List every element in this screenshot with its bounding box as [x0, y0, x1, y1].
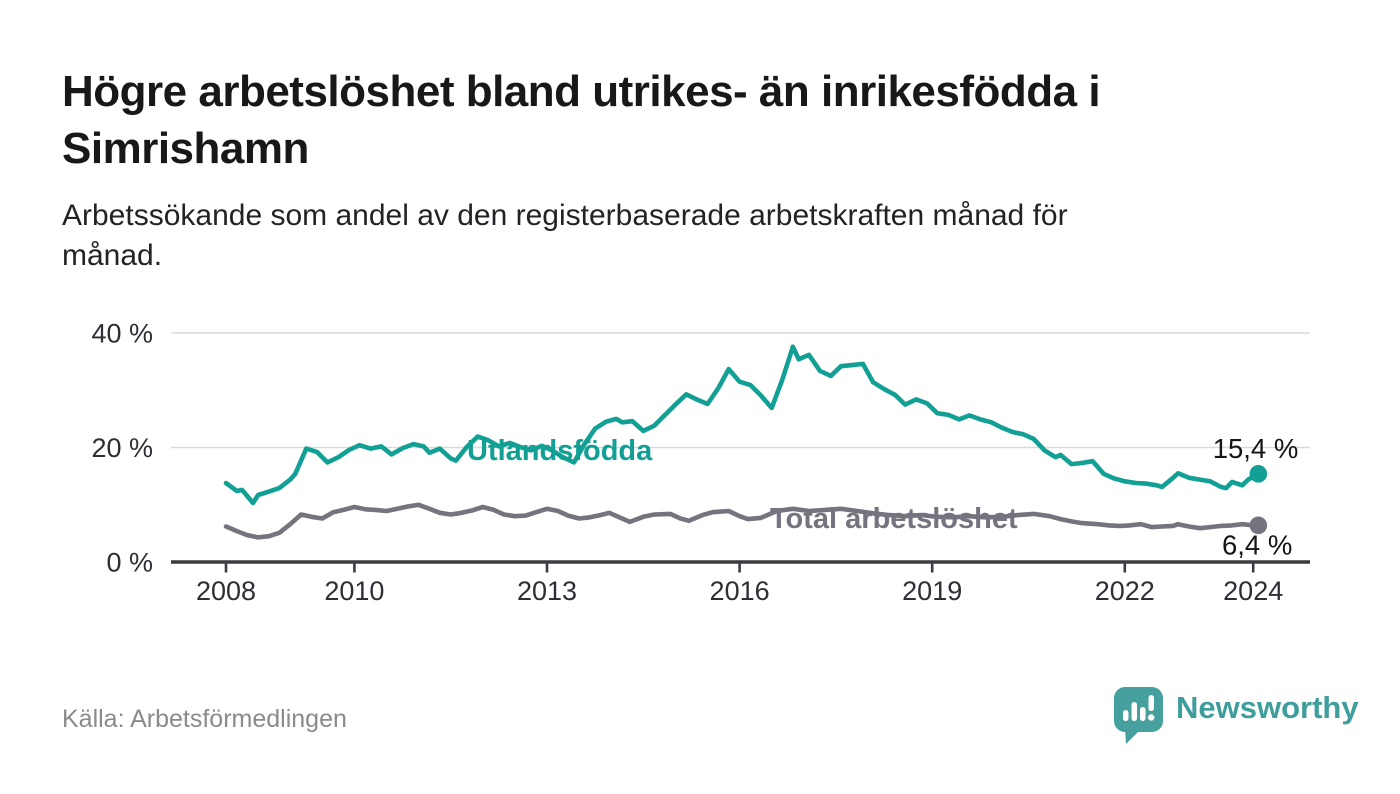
- y-axis-label: 40 %: [91, 319, 153, 349]
- x-axis-label: 2024: [1223, 576, 1283, 606]
- line-chart: 0 % 20 % 40 % 2008 2010 2013 2016 2019 2022 2024 U…: [91, 319, 1310, 606]
- title-line-2: Simrishamn: [62, 124, 309, 173]
- newsworthy-logo-icon: [1114, 687, 1163, 744]
- series-label-utlandsfodda: Utlandsfödda: [467, 435, 653, 467]
- x-axis-label: 2013: [517, 576, 577, 606]
- page-subtitle: Arbetssökande som andel av den registerb…: [62, 196, 1068, 276]
- x-axis-label: 2016: [710, 576, 770, 606]
- brand-footer: Newsworthy: [1112, 686, 1359, 744]
- page-title: Högre arbetslöshet bland utrikes- än inr…: [62, 63, 1101, 177]
- title-line-1: Högre arbetslöshet bland utrikes- än inr…: [62, 67, 1101, 116]
- series-end-dot-total: [1249, 516, 1268, 535]
- end-value-label-total: 6,4 %: [1222, 529, 1292, 560]
- end-value-label-utlandsfodda: 15,4 %: [1213, 433, 1299, 464]
- x-axis-label: 2008: [196, 576, 256, 606]
- x-axis-label: 2022: [1095, 576, 1155, 606]
- subtitle-line-2: månad.: [62, 239, 163, 272]
- y-axis-label: 20 %: [91, 433, 153, 463]
- brand-wordmark: Newsworthy: [1176, 690, 1359, 725]
- source-note: Källa: Arbetsförmedlingen: [62, 705, 347, 733]
- subtitle-line-1: Arbetssökande som andel av den registerb…: [62, 199, 1068, 232]
- x-axis-label: 2019: [902, 576, 962, 606]
- series-line-total: [223, 502, 1261, 540]
- series-label-total: Total arbetslöshet: [770, 503, 1018, 535]
- series-end-dot-utlandsfodda: [1249, 465, 1268, 483]
- y-axis-label: 0 %: [106, 548, 153, 578]
- x-axis-label: 2010: [324, 576, 384, 606]
- series-line-utlandsfodda: [223, 344, 1261, 506]
